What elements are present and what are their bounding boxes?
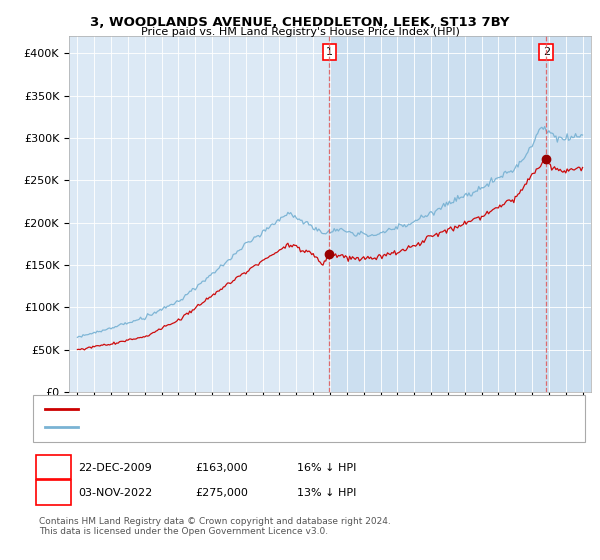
Text: 3, WOODLANDS AVENUE, CHEDDLETON, LEEK, ST13 7BY: 3, WOODLANDS AVENUE, CHEDDLETON, LEEK, S…	[90, 16, 510, 29]
Text: Price paid vs. HM Land Registry's House Price Index (HPI): Price paid vs. HM Land Registry's House …	[140, 27, 460, 37]
Text: £163,000: £163,000	[195, 463, 248, 473]
Text: 16% ↓ HPI: 16% ↓ HPI	[297, 463, 356, 473]
Text: 03-NOV-2022: 03-NOV-2022	[78, 488, 152, 498]
Text: 3, WOODLANDS AVENUE, CHEDDLETON, LEEK, ST13 7BY (detached house): 3, WOODLANDS AVENUE, CHEDDLETON, LEEK, S…	[84, 404, 458, 414]
Text: 1: 1	[50, 463, 57, 473]
Bar	[329, 36, 600, 392]
Text: Contains HM Land Registry data © Crown copyright and database right 2024.: Contains HM Land Registry data © Crown c…	[39, 517, 391, 526]
Text: HPI: Average price, detached house, Staffordshire Moorlands: HPI: Average price, detached house, Staf…	[84, 422, 388, 432]
Text: 22-DEC-2009: 22-DEC-2009	[78, 463, 152, 473]
Text: This data is licensed under the Open Government Licence v3.0.: This data is licensed under the Open Gov…	[39, 528, 328, 536]
Text: 2: 2	[542, 47, 550, 57]
Text: 13% ↓ HPI: 13% ↓ HPI	[297, 488, 356, 498]
Text: £275,000: £275,000	[195, 488, 248, 498]
Text: 2: 2	[50, 488, 57, 498]
Text: 1: 1	[326, 47, 333, 57]
